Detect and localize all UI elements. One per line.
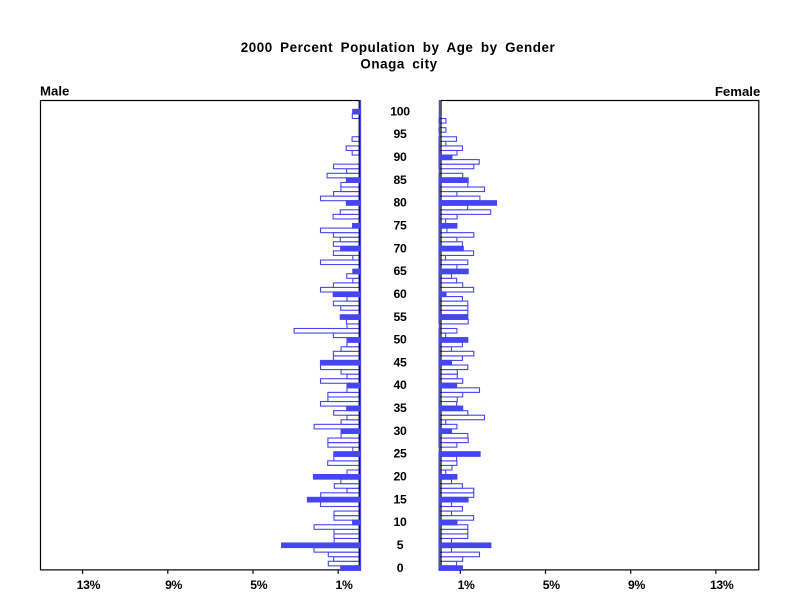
- svg-text:Female: Female: [715, 84, 760, 99]
- svg-text:40: 40: [394, 378, 407, 392]
- svg-text:10: 10: [394, 515, 407, 529]
- svg-text:20: 20: [394, 470, 407, 484]
- svg-text:50: 50: [394, 333, 407, 347]
- svg-text:75: 75: [394, 218, 407, 232]
- svg-text:15: 15: [394, 492, 407, 506]
- svg-text:5: 5: [397, 538, 404, 552]
- svg-text:45: 45: [394, 355, 407, 369]
- svg-text:35: 35: [394, 401, 407, 415]
- svg-text:70: 70: [394, 241, 407, 255]
- svg-text:100: 100: [390, 104, 410, 118]
- svg-text:5%: 5%: [543, 578, 560, 592]
- svg-text:9%: 9%: [165, 578, 182, 592]
- svg-text:Male: Male: [40, 84, 69, 99]
- svg-text:13%: 13%: [710, 578, 734, 592]
- svg-text:1%: 1%: [335, 578, 352, 592]
- svg-text:Onaga city: Onaga city: [360, 57, 437, 72]
- svg-text:55: 55: [394, 310, 407, 324]
- svg-text:13%: 13%: [77, 578, 101, 592]
- svg-text:2000 Percent Population by Age: 2000 Percent Population by Age by Gender: [241, 40, 556, 55]
- svg-text:9%: 9%: [628, 578, 645, 592]
- svg-text:5%: 5%: [250, 578, 267, 592]
- svg-text:0: 0: [397, 561, 404, 575]
- svg-text:60: 60: [394, 287, 407, 301]
- svg-text:90: 90: [394, 150, 407, 164]
- svg-text:85: 85: [394, 173, 407, 187]
- svg-text:95: 95: [394, 127, 407, 141]
- svg-text:65: 65: [394, 264, 407, 278]
- svg-text:80: 80: [394, 196, 407, 210]
- svg-text:25: 25: [394, 447, 407, 461]
- svg-text:30: 30: [394, 424, 407, 438]
- svg-text:1%: 1%: [458, 578, 475, 592]
